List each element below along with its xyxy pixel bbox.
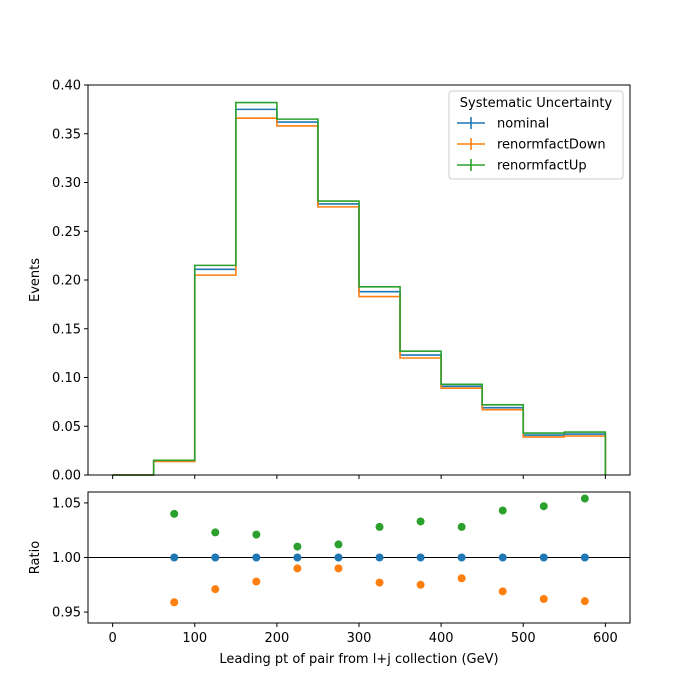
ratio-point-renormfactUp [457,522,466,531]
ratio-point-renormfactDown [375,578,384,587]
ratio-point-renormfactDown [211,585,220,594]
ratio-point-nominal [252,553,261,562]
x-tick-label: 0 [108,631,116,646]
main-y-tick-label: 0.00 [52,469,81,484]
main-y-axis-label: Events [28,258,43,302]
ratio-point-renormfactUp [580,494,589,503]
ratio-points [170,494,589,607]
main-y-ticks: 0.00 0.05 0.10 0.15 0.20 0.25 0.30 0.35 0.40 [52,79,88,484]
ratio-point-renormfactDown [252,577,261,586]
ratio-point-renormfactUp [252,530,261,539]
ratio-point-renormfactDown [539,594,548,603]
legend: Systematic Uncertainty nominal renormfact… [448,90,624,180]
x-tick-label: 300 [347,631,372,646]
ratio-point-nominal [375,553,384,562]
main-y-tick-label: 0.05 [52,420,81,435]
ratio-point-renormfactDown [416,580,425,589]
x-tick-label: 400 [429,631,454,646]
ratio-y-tick-label: 1.05 [52,496,81,511]
ratio-point-renormfactDown [170,598,179,607]
x-tick-label: 100 [182,631,207,646]
ratio-plot-frame [87,491,631,624]
ratio-point-renormfactDown [293,564,302,573]
ratio-point-renormfactUp [498,506,507,515]
main-y-tick-label: 0.30 [52,176,81,191]
ratio-point-renormfactDown [580,597,589,606]
ratio-point-renormfactDown [334,564,343,573]
ratio-y-tick-label: 1.00 [52,551,81,566]
legend-label: renormfactDown [497,138,606,153]
x-tick-label: 200 [264,631,289,646]
x-tick-label: 600 [593,631,618,646]
ratio-point-nominal [416,553,425,562]
ratio-point-nominal [293,553,302,562]
legend-box [448,90,624,180]
ratio-panel: 0.95 1.00 1.05 0 100 200 300 400 500 600 Ratio L… [28,491,631,667]
main-plot-frame [87,84,631,476]
ratio-point-nominal [211,553,220,562]
legend-label: nominal [497,117,549,132]
main-panel: 0.00 0.05 0.10 0.15 0.20 0.25 0.30 0.35 0.40 Eve… [28,79,631,484]
main-y-tick-label: 0.10 [52,371,81,386]
ratio-y-axis-label: Ratio [28,541,43,574]
legend-label: renormfactUp [497,159,587,174]
legend-items: nominal renormfactDown renormfactUp [457,117,606,174]
ratio-point-nominal [498,553,507,562]
main-y-tick-label: 0.20 [52,274,81,289]
ratio-point-renormfactUp [293,542,302,551]
ratio-y-ticks: 0.95 1.00 1.05 [52,496,88,621]
ratio-point-nominal [334,553,343,562]
ratio-point-nominal [580,553,589,562]
ratio-point-nominal [539,553,548,562]
main-y-tick-label: 0.35 [52,127,81,142]
x-tick-label: 500 [511,631,536,646]
main-y-tick-label: 0.25 [52,225,81,240]
ratio-point-renormfactUp [170,509,179,518]
histogram-series-renormfactUp [112,101,607,476]
legend-item-nominal: nominal [457,117,549,132]
legend-item-renormfactDown: renormfactDown [457,138,606,153]
legend-title: Systematic Uncertainty [460,96,613,111]
ratio-point-renormfactUp [375,522,384,531]
ratio-point-nominal [457,553,466,562]
ratio-x-ticks: 0 100 200 300 400 500 600 [108,623,618,646]
main-histogram-steps [112,101,607,476]
ratio-point-renormfactDown [457,574,466,583]
main-y-tick-label: 0.15 [52,322,81,337]
ratio-point-nominal [170,553,179,562]
ratio-point-renormfactDown [498,587,507,596]
ratio-y-tick-label: 0.95 [52,606,81,621]
legend-item-renormfactUp: renormfactUp [457,159,587,174]
ratio-point-renormfactUp [539,502,548,511]
ratio-point-renormfactUp [416,517,425,526]
main-y-tick-label: 0.40 [52,79,81,94]
ratio-point-renormfactUp [211,528,220,537]
x-axis-label: Leading pt of pair from l+j collection (… [219,652,498,667]
ratio-point-renormfactUp [334,540,343,549]
main-x-ticks [112,475,606,479]
